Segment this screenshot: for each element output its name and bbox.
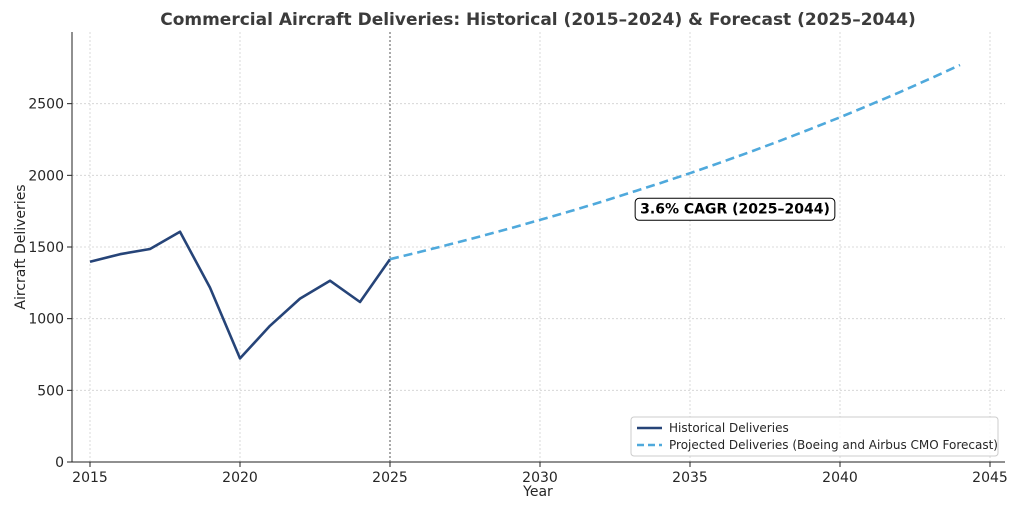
y-tick-label: 2000 [28,168,64,184]
cagr-annotation-text: 3.6% CAGR (2025–2044) [640,201,830,217]
y-tick-label: 500 [37,383,64,399]
x-tick-label: 2035 [672,470,708,486]
legend-label: Projected Deliveries (Boeing and Airbus … [669,438,998,452]
legend-label: Historical Deliveries [669,421,789,435]
x-tick-label: 2020 [222,470,258,486]
historical-series-line [89,230,392,360]
y-tick-label: 2500 [28,97,64,113]
chart-legend: Historical Deliveries Projected Deliverie… [630,416,999,457]
ticks-layer: 2015 2020 2025 2030 2035 2040 2045 0 500 1000 1500… [28,97,1007,486]
x-tick-label: 2045 [972,470,1008,486]
grid-layer [72,32,1005,463]
chart-title: Commercial Aircraft Deliveries: Historic… [160,10,916,30]
legend-box [630,416,999,457]
x-axis-label: Year [522,484,553,500]
y-axis-label: Aircraft Deliveries [13,184,29,309]
y-tick-label: 1000 [28,312,64,328]
x-tick-label: 2040 [822,470,858,486]
cagr-annotation-box [634,197,836,221]
x-tick-label: 2030 [522,470,558,486]
y-tick-label: 1500 [28,240,64,256]
projected-series-line [389,63,961,261]
series-layer [89,63,961,360]
annotation-layer: 3.6% CAGR (2025–2044) [634,197,836,221]
x-tick-label: 2025 [372,470,408,486]
y-tick-label: 0 [55,455,64,471]
x-tick-label: 2015 [72,470,108,486]
